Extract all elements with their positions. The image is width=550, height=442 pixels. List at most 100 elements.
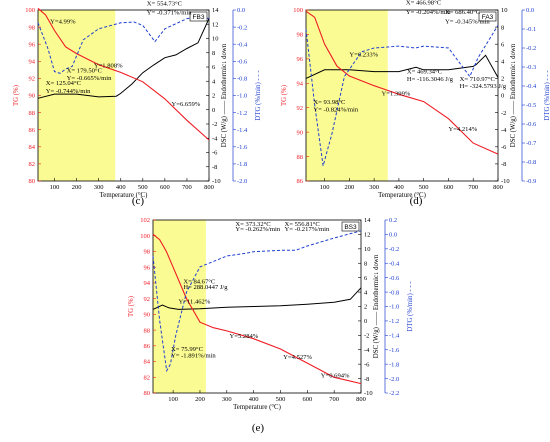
dtg-axis-label: DTG (%/min) - - -	[407, 281, 414, 332]
tg-axis-label: TG (%)	[13, 85, 20, 106]
dtg-tick-label: -2.0	[237, 178, 247, 185]
tg-curve	[152, 233, 362, 385]
annotation: X= 93.98°C	[313, 99, 346, 106]
dtg-tick-label: 0.0	[389, 232, 397, 239]
annotation: Y=4.527%	[283, 354, 312, 361]
x-tick-label: 200	[72, 184, 82, 191]
tg-tick-label: 90	[144, 312, 151, 319]
dtg-tick-label: 0.0	[237, 7, 245, 14]
tg-tick-label: 96	[144, 264, 151, 271]
dsc-tick-label: -6	[364, 361, 370, 368]
annotation: X= 710.97°C	[460, 76, 496, 83]
dtg-tick-label: -1.8	[389, 361, 399, 368]
shaded-region	[306, 10, 388, 181]
tg-axis-label: TG (%)	[128, 296, 135, 317]
x-tick-label: 700	[329, 396, 339, 403]
dsc-tick-label: 8	[501, 24, 504, 31]
dtg-tick-label: -1.2	[237, 110, 247, 117]
panel-label: (d)	[410, 195, 423, 207]
x-tick-label: 700	[468, 184, 478, 191]
sample-id: FB3	[193, 14, 205, 21]
tg-tick-label: 88	[297, 154, 304, 161]
x-axis-label: Temperature (°C)	[378, 192, 426, 199]
panel-label: (e)	[252, 422, 265, 434]
tg-tick-label: 98	[29, 24, 36, 31]
tg-tick-label: 94	[144, 280, 151, 287]
dtg-curve	[152, 230, 362, 373]
dsc-tick-label: 10	[212, 36, 219, 43]
tg-tick-label: 98	[297, 32, 304, 39]
dsc-tick-label: 12	[212, 21, 219, 28]
annotation: X= 469.34°C	[407, 69, 443, 76]
annotation: Y=1.808%	[94, 62, 123, 69]
annotation: Y= -0.371%/min	[147, 9, 192, 16]
tg-tick-label: 80	[144, 390, 151, 397]
dsc-tick-label: -4	[501, 127, 507, 134]
dsc-axis-label: DSC (W/g) —— Endothermic↓ down	[373, 254, 380, 358]
x-tick-label: 500	[138, 184, 148, 191]
dsc-tick-label: 6	[364, 275, 368, 282]
x-tick-label: 400	[116, 184, 126, 191]
dtg-tick-label: -0.5	[526, 102, 536, 109]
x-tick-label: 100	[168, 396, 178, 403]
dsc-tick-label: 4	[212, 78, 216, 85]
dsc-tick-label: -6	[501, 144, 507, 151]
dsc-curve	[37, 18, 210, 99]
dtg-tick-label: -0.2	[389, 246, 399, 253]
tg-tick-label: 96	[29, 41, 36, 48]
tg-tick-label: 82	[29, 161, 36, 168]
annotation: Y= -0.204%/min	[406, 9, 451, 16]
dtg-tick-label: -0.2	[237, 24, 247, 31]
dsc-tick-label: 6	[501, 41, 505, 48]
x-tick-label: 300	[369, 184, 379, 191]
dtg-tick-label: -0.8	[526, 159, 536, 166]
dtg-axis-label: DTG (%/min) - - -	[255, 70, 262, 121]
dtg-tick-label: -0.4	[389, 260, 400, 267]
dsc-tick-label: 2	[501, 76, 504, 83]
annotation: Y=6.233%	[349, 51, 378, 58]
dtg-tick-label: -0.6	[389, 275, 400, 282]
dtg-tick-label: -0.3	[526, 64, 536, 71]
x-tick-label: 500	[419, 184, 429, 191]
tg-tick-label: 90	[297, 129, 304, 136]
dtg-tick-label: -2.2	[389, 390, 399, 397]
annotation: X= 75.99°C	[171, 346, 204, 353]
x-tick-label: 400	[394, 184, 404, 191]
tg-tick-label: 86	[29, 127, 36, 134]
dtg-tick-label: -1.0	[237, 93, 247, 100]
x-tick-label: 600	[160, 184, 170, 191]
x-tick-label: 600	[444, 184, 454, 191]
tg-tick-label: 100	[25, 7, 35, 14]
tg-curve	[305, 10, 499, 155]
tg-tick-label: 84	[29, 144, 36, 151]
panel-label: (c)	[132, 195, 145, 207]
tg-tick-label: 80	[29, 178, 36, 185]
dtg-tick-label: -1.0	[389, 304, 399, 311]
tg-tick-label: 82	[144, 374, 151, 381]
tg-tick-label: 90	[29, 93, 36, 100]
tg-curve	[37, 7, 210, 141]
annotation: Y=4.99%	[50, 19, 76, 26]
x-tick-label: 200	[344, 184, 354, 191]
sample-id: BS3	[344, 224, 357, 231]
x-tick-label: 500	[276, 396, 286, 403]
tg-tick-label: 86	[297, 178, 304, 185]
dsc-tick-label: 0	[364, 318, 367, 325]
annotation: X= 179.50°C	[67, 67, 103, 74]
tg-tick-label: 96	[297, 56, 304, 63]
dsc-tick-label: -10	[364, 390, 373, 397]
dtg-curve	[37, 16, 210, 74]
x-tick-label: 100	[320, 184, 330, 191]
dsc-tick-label: -4	[364, 347, 370, 354]
dsc-tick-label: 14	[364, 217, 371, 224]
dtg-tick-label: -0.8	[389, 289, 399, 296]
annotation: Y= -0.345%/min	[445, 18, 490, 25]
annotation: X= 373.32°C	[235, 221, 271, 228]
dtg-tick-label: 0.0	[526, 7, 534, 14]
sample-id-box	[478, 11, 497, 22]
annotation: H= 288.0447 J/g	[183, 284, 228, 291]
dsc-tick-label: -10	[212, 178, 221, 185]
tg-tick-label: 88	[29, 110, 36, 117]
